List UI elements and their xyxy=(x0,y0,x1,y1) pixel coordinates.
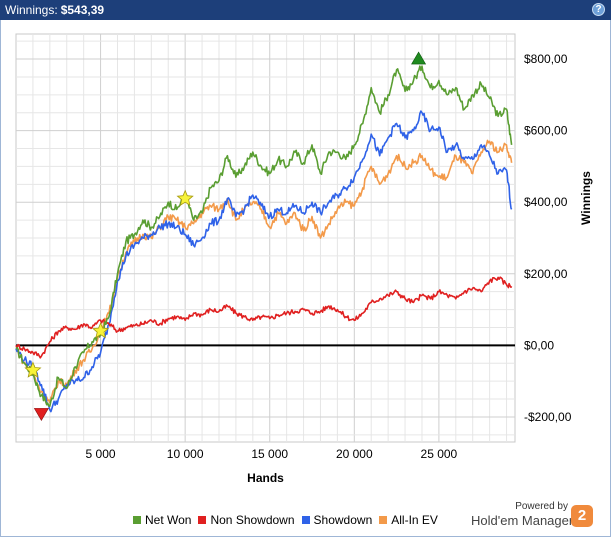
title-bar: Winnings: $543,39 ? xyxy=(0,0,611,20)
series-line-showdown xyxy=(15,110,513,413)
x-tick-label: 25 000 xyxy=(421,447,458,461)
y-tick-label: $0,00 xyxy=(524,338,554,352)
help-icon[interactable]: ? xyxy=(592,3,605,16)
y-axis-title: Winnings xyxy=(579,171,593,225)
chart-markers xyxy=(24,51,427,421)
star-marker-icon xyxy=(24,361,42,378)
legend-item-showdown[interactable]: Showdown xyxy=(301,513,373,527)
legend-item-all-in-ev[interactable]: All-In EV xyxy=(379,513,438,527)
y-tick-label: $200,00 xyxy=(524,267,568,281)
chart-labels: $800,00 $600,00 $400,00 $200,00 $0,00 -$200,0… xyxy=(86,52,593,485)
legend-item-non-showdown[interactable]: Non Showdown xyxy=(198,513,295,527)
powered-by-text: Powered by xyxy=(515,501,568,512)
legend-label-non-showdown: Non Showdown xyxy=(210,513,295,527)
legend-swatch-showdown xyxy=(301,516,310,524)
y-tick-label: -$200,00 xyxy=(524,410,572,424)
legend-item-net-won[interactable]: Net Won xyxy=(133,513,191,527)
star-marker-icon xyxy=(176,189,194,206)
y-tick-label: $400,00 xyxy=(524,195,568,209)
legend-label-net-won: Net Won xyxy=(145,513,192,527)
y-tick-label: $600,00 xyxy=(524,124,568,138)
x-tick-label: 10 000 xyxy=(167,447,204,461)
x-axis-title: Hands xyxy=(247,471,284,485)
legend-label-showdown: Showdown xyxy=(313,513,373,527)
y-tick-label: $800,00 xyxy=(524,52,568,66)
legend-label-all-in-ev: All-In EV xyxy=(391,513,438,527)
brand-logo-icon: 2 xyxy=(571,505,593,527)
title-label: Winnings: xyxy=(5,3,58,17)
x-tick-label: 5 000 xyxy=(86,447,116,461)
star-marker-icon xyxy=(92,322,110,339)
legend-swatch-non-showdown xyxy=(198,516,207,524)
legend-swatch-net-won xyxy=(133,516,141,524)
x-tick-label: 15 000 xyxy=(251,447,288,461)
legend-swatch-all-in-ev xyxy=(379,516,388,524)
title-value: $543,39 xyxy=(60,3,105,17)
min-marker-icon xyxy=(33,408,49,421)
x-tick-label: 20 000 xyxy=(336,447,373,461)
chart-legend: Net Won Non Showdown Showdown All-In EV xyxy=(133,512,445,528)
chart-grid xyxy=(15,33,516,443)
series-line-non-showdown xyxy=(15,276,513,359)
brand-name: Hold'em Manager xyxy=(471,513,574,528)
max-marker-icon xyxy=(411,51,427,65)
